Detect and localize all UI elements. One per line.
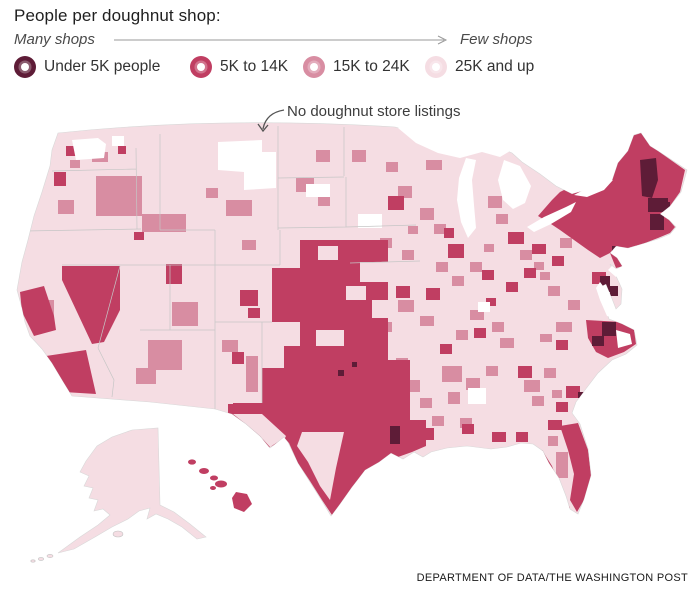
legend-item-5k-14k: 5K to 14K [190, 56, 288, 78]
legend-item-25k-up: 25K and up [425, 56, 534, 78]
bin-15k-24k-patches [38, 150, 614, 478]
doughnut-swatch-5k-14k-icon [190, 56, 212, 78]
state-borders [24, 126, 421, 409]
hawaii-inset [188, 459, 252, 512]
bin-5k-14k-patches [20, 133, 685, 515]
legend: Under 5K people 5K to 14K 15K to 24K 25K… [14, 56, 674, 84]
right-arrow-icon [114, 35, 448, 45]
annotation-arrow-icon [257, 109, 285, 133]
great-lakes [398, 121, 632, 348]
doughnut-swatch-15k-24k-icon [303, 56, 325, 78]
page-title: People per doughnut shop: [14, 6, 221, 25]
bin-25k-overlays [297, 246, 366, 500]
source-credit: DEPARTMENT OF DATA/THE WASHINGTON POST [416, 572, 688, 584]
alaska-inset [30, 427, 207, 563]
no-listings-annotation: No doughnut store listings [287, 103, 461, 120]
scale-few-shops-label: Few shops [460, 31, 533, 48]
scale-many-shops-label: Many shops [14, 31, 95, 48]
legend-label-5k-14k: 5K to 14K [220, 58, 289, 75]
legend-item-under-5k: Under 5K people [14, 56, 160, 78]
doughnut-swatch-under-5k-icon [14, 56, 36, 78]
legend-label-under-5k: Under 5K people [44, 58, 161, 75]
legend-label-15k-24k: 15K to 24K [333, 58, 410, 75]
legend-label-25k-up: 25K and up [455, 58, 535, 75]
legend-item-15k-24k: 15K to 24K [303, 56, 410, 78]
doughnut-swatch-25k-up-icon [425, 56, 447, 78]
